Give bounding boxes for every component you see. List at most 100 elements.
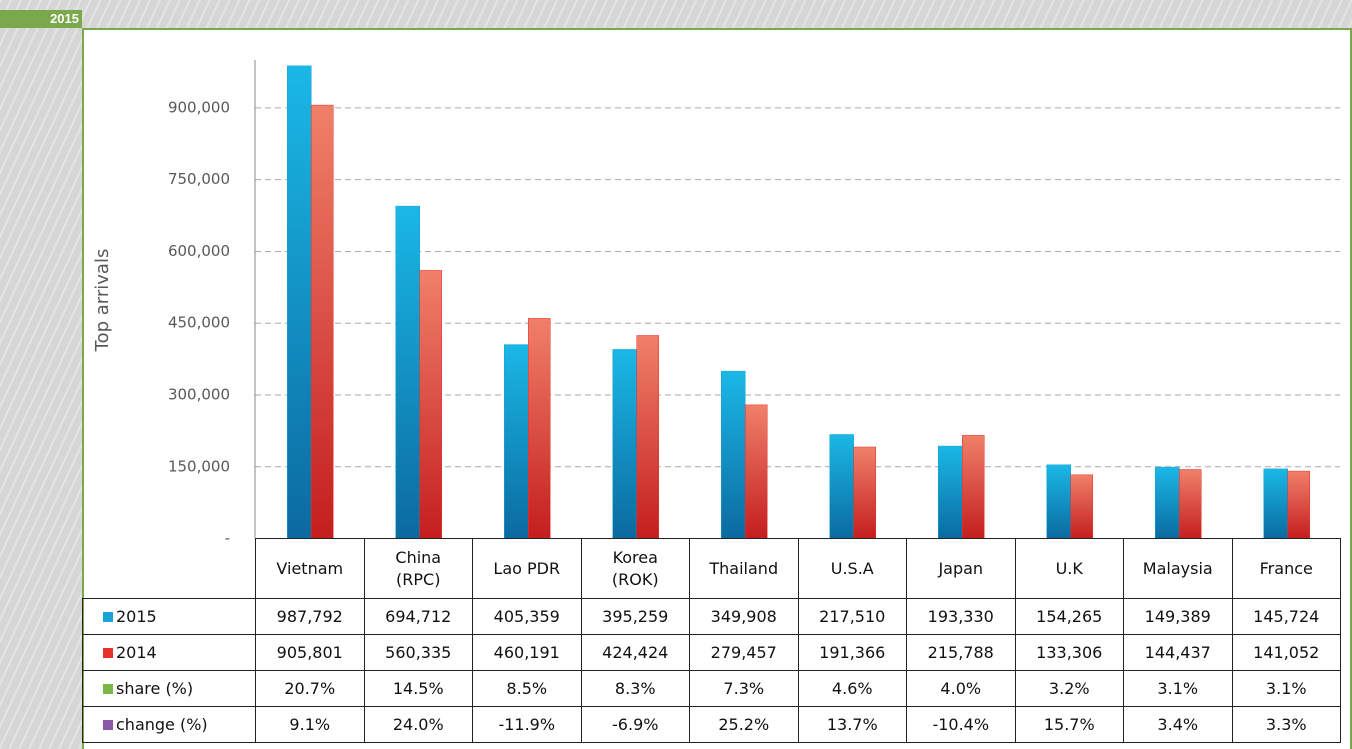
row-label: 2014	[82, 634, 256, 671]
value-label: 460,191	[472, 634, 582, 671]
value-label: -11.9%	[472, 706, 582, 743]
value-label: 3.3%	[1231, 706, 1341, 743]
category-label: Korea (ROK)	[580, 538, 690, 599]
value-label: 395,259	[580, 598, 690, 635]
value-label: 3.1%	[1123, 670, 1233, 707]
bar	[1070, 474, 1093, 539]
value-label: 13.7%	[797, 706, 907, 743]
value-label: 4.6%	[797, 670, 907, 707]
category-label: France	[1231, 538, 1341, 599]
value-label: 154,265	[1014, 598, 1124, 635]
value-label: 133,306	[1014, 634, 1124, 671]
blank-cell	[83, 539, 256, 599]
data-table: Vietnam China (RPC) Lao PDR Korea (ROK) Thai…	[82, 538, 1341, 743]
category-label: Thailand	[689, 538, 799, 599]
legend-swatch	[103, 612, 113, 622]
data-row: change (%) 9.1% 24.0% -11.9% -6.9% 25.2% 13.7%…	[82, 706, 1341, 743]
value-label: 193,330	[906, 598, 1016, 635]
value-label: 191,366	[797, 634, 907, 671]
bar	[395, 205, 420, 539]
legend-label: change (%)	[116, 715, 208, 734]
row-label: 2015	[82, 598, 256, 635]
data-row: 2015 987,792 694,712 405,359 395,259 349,908 2…	[82, 598, 1341, 635]
value-label: 987,792	[255, 598, 365, 635]
bar	[612, 349, 637, 539]
bar	[962, 435, 985, 539]
value-label: 215,788	[906, 634, 1016, 671]
bar	[504, 344, 529, 539]
value-label: 279,457	[689, 634, 799, 671]
category-label: U.K	[1014, 538, 1124, 599]
value-label: 905,801	[255, 634, 365, 671]
category-label: Malaysia	[1123, 538, 1233, 599]
value-label: 14.5%	[363, 670, 473, 707]
y-tick-label: 150,000	[168, 457, 230, 475]
y-axis-label: Top arrivals	[92, 249, 113, 353]
bar	[853, 446, 876, 539]
value-label: -10.4%	[906, 706, 1016, 743]
value-label: 20.7%	[255, 670, 365, 707]
y-tick-label: 600,000	[168, 242, 230, 260]
value-label: 3.1%	[1231, 670, 1341, 707]
legend-swatch	[103, 648, 113, 658]
bar	[721, 370, 746, 539]
value-label: 8.5%	[472, 670, 582, 707]
data-row: 2014 905,801 560,335 460,191 424,424 279,457 1…	[82, 634, 1341, 671]
y-tick-label: 450,000	[168, 314, 230, 332]
bar	[1287, 470, 1310, 539]
value-label: 25.2%	[689, 706, 799, 743]
value-label: 9.1%	[255, 706, 365, 743]
value-label: 8.3%	[580, 670, 690, 707]
value-label: 4.0%	[906, 670, 1016, 707]
value-label: 560,335	[363, 634, 473, 671]
y-tick-label: 300,000	[168, 386, 230, 404]
value-label: 217,510	[797, 598, 907, 635]
value-label: 424,424	[580, 634, 690, 671]
bar	[829, 434, 854, 539]
row-label: change (%)	[82, 706, 256, 743]
category-label: Vietnam	[255, 538, 365, 599]
bar	[1046, 464, 1071, 539]
bar	[1179, 469, 1202, 539]
value-label: 405,359	[472, 598, 582, 635]
badge: 2015	[0, 10, 82, 28]
legend-swatch	[103, 684, 113, 694]
category-label: Lao PDR	[472, 538, 582, 599]
legend-label: 2014	[116, 643, 157, 662]
bar	[636, 335, 659, 539]
row-label: share (%)	[82, 670, 256, 707]
category-label: China (RPC)	[363, 538, 473, 599]
data-row: share (%) 20.7% 14.5% 8.5% 8.3% 7.3% 4.6% 4.0% 3…	[82, 670, 1341, 707]
value-label: 3.4%	[1123, 706, 1233, 743]
header-row: Vietnam China (RPC) Lao PDR Korea (ROK) Thai…	[83, 538, 1341, 599]
bar	[745, 404, 768, 539]
y-tick-label: 750,000	[168, 170, 230, 188]
value-label: 24.0%	[363, 706, 473, 743]
bar	[1155, 466, 1180, 539]
legend-swatch	[103, 720, 113, 730]
y-tick-label: 900,000	[168, 98, 230, 116]
bar	[287, 65, 312, 539]
bar	[311, 104, 334, 539]
value-label: 149,389	[1123, 598, 1233, 635]
value-label: -6.9%	[580, 706, 690, 743]
bar	[528, 318, 551, 539]
bar	[1263, 468, 1288, 539]
bar	[419, 270, 442, 539]
y-tick-label: -	[225, 529, 230, 547]
category-label: U.S.A	[797, 538, 907, 599]
value-label: 15.7%	[1014, 706, 1124, 743]
legend-label: share (%)	[116, 679, 194, 698]
category-label: Japan	[906, 538, 1016, 599]
value-label: 3.2%	[1014, 670, 1124, 707]
value-label: 144,437	[1123, 634, 1233, 671]
value-label: 145,724	[1231, 598, 1341, 635]
value-label: 694,712	[363, 598, 473, 635]
legend-label: 2015	[116, 607, 157, 626]
bar	[938, 445, 963, 539]
value-label: 349,908	[689, 598, 799, 635]
value-label: 7.3%	[689, 670, 799, 707]
value-label: 141,052	[1231, 634, 1341, 671]
